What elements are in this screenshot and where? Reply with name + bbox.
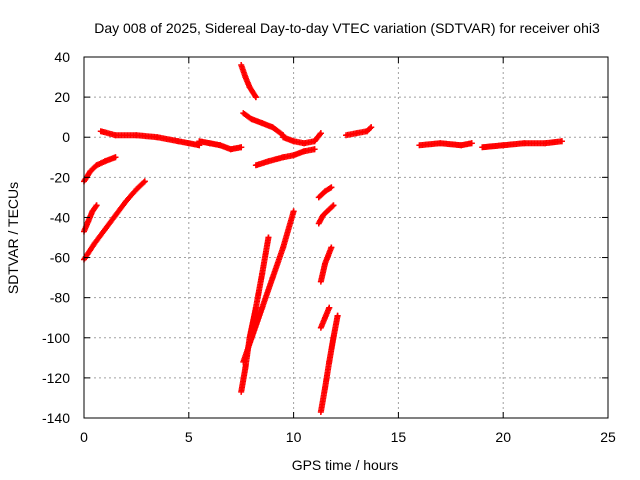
- series-12: [315, 202, 337, 227]
- data-point: [112, 154, 119, 161]
- data-point: [558, 138, 565, 145]
- x-tick-label: 5: [185, 429, 193, 445]
- x-axis-label: GPS time / hours: [292, 457, 399, 473]
- chart-title: Day 008 of 2025, Sidereal Day-to-day VTE…: [94, 20, 600, 36]
- data-point: [468, 140, 475, 147]
- data-point: [326, 304, 333, 311]
- series-16: [343, 124, 375, 139]
- x-tick-label: 25: [600, 429, 616, 445]
- x-tick-label: 20: [495, 429, 511, 445]
- series-15: [317, 312, 341, 415]
- data-point: [317, 130, 324, 137]
- data-point: [278, 131, 285, 138]
- data-point: [329, 203, 336, 210]
- data-points: [81, 62, 565, 415]
- series-6: [240, 110, 287, 139]
- y-axis-label: SDTVAR / TECUs: [5, 182, 21, 294]
- y-tick-label: -80: [50, 290, 70, 306]
- y-tick-label: 20: [54, 89, 70, 105]
- series-2: [81, 178, 148, 263]
- x-tick-label: 10: [286, 429, 302, 445]
- y-tick-label: 0: [62, 129, 70, 145]
- series-1: [81, 202, 100, 235]
- x-tick-label: 15: [391, 429, 407, 445]
- data-point: [328, 184, 335, 191]
- data-point: [92, 203, 99, 210]
- y-tick-label: -20: [50, 169, 70, 185]
- data-point: [311, 146, 318, 153]
- series-13: [317, 244, 335, 285]
- y-tick-label: -120: [42, 370, 70, 386]
- series-11: [315, 184, 335, 201]
- series-18: [479, 138, 565, 151]
- data-point: [290, 208, 297, 215]
- y-tick-label: -100: [42, 330, 70, 346]
- series-4: [196, 138, 245, 153]
- axis-ticks: 0 5 10 15 20 25 -140 -120 -100 -80 -60 -40 -20 0 20 40: [42, 49, 616, 445]
- series-3: [97, 128, 203, 149]
- plot-frame: [83, 56, 609, 419]
- data-point: [141, 178, 148, 185]
- data-point: [265, 234, 272, 241]
- data-point: [252, 94, 259, 101]
- data-point: [328, 244, 335, 251]
- series-7: [280, 130, 324, 147]
- y-tick-label: -140: [42, 410, 70, 426]
- y-tick-label: -60: [50, 250, 70, 266]
- data-point: [330, 202, 337, 209]
- x-tick-label: 0: [80, 429, 88, 445]
- data-point: [316, 131, 323, 138]
- series-14: [317, 304, 333, 331]
- data-point: [368, 124, 375, 131]
- data-point: [93, 202, 100, 209]
- series-9: [238, 234, 272, 395]
- data-point: [334, 312, 341, 319]
- y-tick-label: -40: [50, 209, 70, 225]
- data-point: [367, 125, 374, 132]
- series-10: [240, 208, 297, 365]
- data-point: [238, 144, 245, 151]
- y-tick-label: 40: [54, 49, 70, 65]
- series-5: [238, 62, 259, 101]
- data-point: [140, 179, 147, 186]
- series-17: [416, 140, 475, 149]
- series-8: [252, 146, 318, 169]
